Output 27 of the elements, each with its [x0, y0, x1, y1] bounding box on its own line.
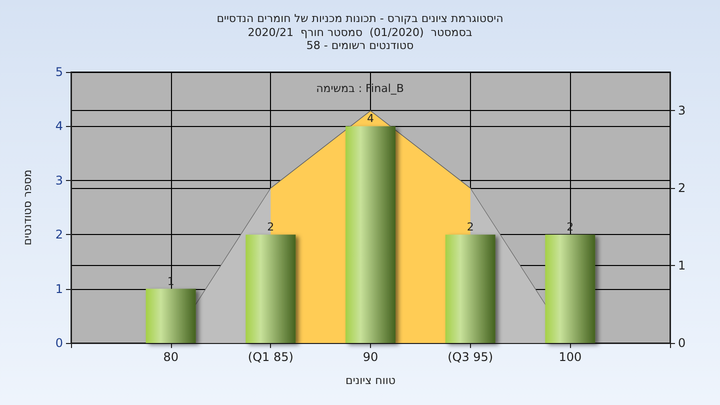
y-tick-label: 2	[55, 228, 63, 242]
x-axis-title: טווח ציונים	[346, 374, 396, 387]
x-tick-label: 90	[362, 350, 378, 364]
x-tick-label: 80	[163, 350, 178, 364]
chart-title: היסטוגרמת ציונים בקורס - תכונות מכניות של חומרים הנדסיים	[216, 12, 504, 25]
y-tick-label: 0	[55, 336, 63, 350]
y-tick-label: 3	[55, 173, 63, 188]
bar	[445, 234, 496, 343]
data-label: 2	[466, 220, 474, 234]
y-axis-title: מספר סטודנטים	[21, 170, 34, 246]
chart-subtitle: בסמסטר (01/2020) סמסטר חורף 2020/21 סטודנטים רשומים - 58	[248, 26, 472, 52]
bar	[346, 126, 396, 343]
bar	[146, 288, 196, 343]
bar	[545, 234, 596, 343]
x-tick-label: (Q1 85)	[248, 350, 294, 364]
y2-tick-label: 2	[678, 181, 686, 196]
y-tick-label: 1	[55, 282, 63, 296]
x-tick-label: 100	[558, 350, 582, 364]
y-tick-label: 4	[55, 119, 63, 134]
y2-tick-label: 1	[678, 258, 686, 273]
data-label: 4	[367, 112, 374, 126]
data-label: 2	[267, 220, 274, 234]
y-tick-label: 5	[55, 65, 63, 79]
y2-tick-label: 0	[678, 336, 686, 350]
y2-tick-label: 3	[678, 104, 686, 118]
x-tick-label: (Q3 95)	[448, 350, 494, 364]
bar	[246, 234, 296, 343]
